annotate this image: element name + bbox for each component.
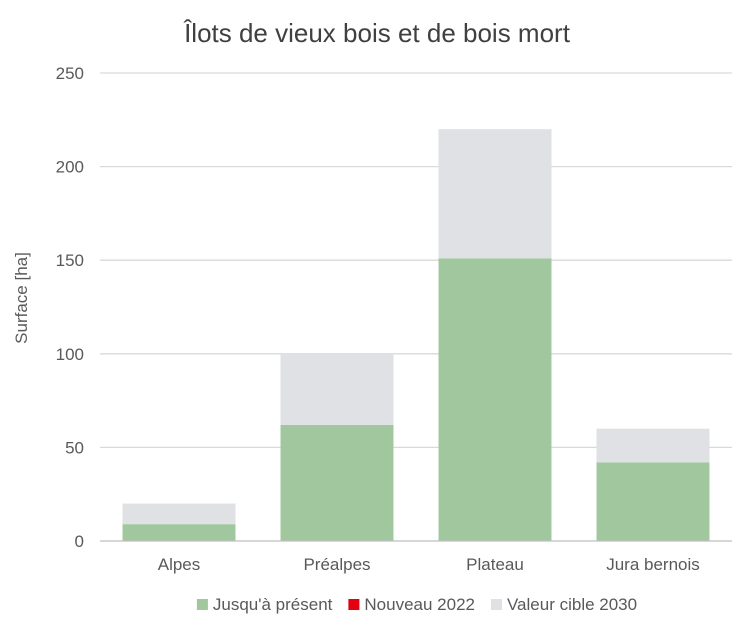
legend-swatch [196,599,208,610]
y-tick-label: 250 [56,64,84,83]
x-tick-label: Jura bernois [606,555,700,574]
bars [122,129,710,541]
y-axis-ticks: 0 50 100 150 200 250 [56,64,84,551]
x-tick-label: Alpes [158,555,201,574]
bar-segment [280,424,394,541]
legend-swatch [490,599,502,610]
y-tick-label: 150 [56,251,84,270]
legend-swatch [348,599,360,610]
x-tick-label: Préalpes [303,555,370,574]
legend-item: Nouveau 2022 [348,595,475,614]
legend-item: Jusqu'à présent [196,595,333,614]
legend-label: Nouveau 2022 [364,595,475,614]
legend: Jusqu'à présent Nouveau 2022 Valeur cible … [196,595,637,614]
legend-label: Valeur cible 2030 [507,595,637,614]
bar-segment [596,428,710,463]
y-tick-label: 200 [56,158,84,177]
y-tick-label: 50 [65,438,84,457]
x-tick-label: Plateau [466,555,524,574]
y-axis-label: Surface [ha] [12,252,31,344]
bar-segment [122,503,236,525]
legend-item: Valeur cible 2030 [490,595,637,614]
gridlines [100,72,732,449]
y-tick-label: 100 [56,345,84,364]
bar-segment [280,353,394,425]
y-tick-label: 0 [75,532,84,551]
chart-title: Îlots de vieux bois et de bois mort [183,18,571,48]
legend-label: Jusqu'à présent [213,595,333,614]
bar-segment [596,462,710,541]
bar-segment [438,258,552,541]
x-axis-ticks: Alpes Préalpes Plateau Jura bernois [158,555,700,574]
bar-segment [438,129,552,259]
bar-segment [122,524,236,541]
